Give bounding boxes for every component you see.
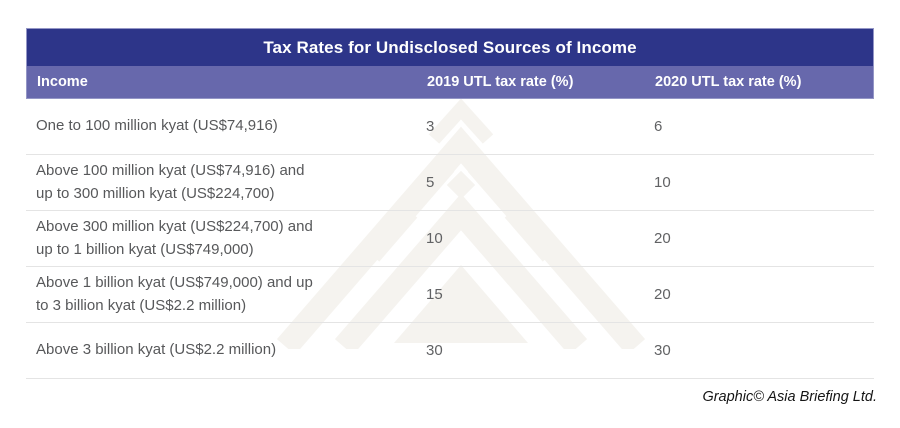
table-row: Above 1 billion kyat (US$749,000) and up… [26, 267, 874, 323]
rate-2019-cell: 5 [426, 174, 435, 191]
rate-2019-cell: 10 [426, 230, 443, 247]
rate-2020-cell: 20 [654, 286, 671, 303]
rate-2020-cell: 30 [654, 342, 671, 359]
table-title: Tax Rates for Undisclosed Sources of Inc… [263, 37, 637, 57]
column-header-row: Income 2019 UTL tax rate (%) 2020 UTL ta… [27, 66, 873, 98]
income-cell: One to 100 million kyat (US$74,916) [36, 117, 278, 135]
table-row: One to 100 million kyat (US$74,916) 3 6 [26, 99, 874, 155]
rate-2020-cell: 6 [654, 118, 663, 135]
table-row: Above 300 million kyat (US$224,700) and … [26, 211, 874, 267]
rate-2019-cell: 15 [426, 286, 443, 303]
income-cell: Above 100 million kyat (US$74,916) and u… [36, 162, 305, 202]
rate-2019-cell: 30 [426, 342, 443, 359]
rate-2019-cell: 3 [426, 118, 435, 135]
income-cell: Above 1 billion kyat (US$749,000) and up… [36, 274, 313, 314]
column-header-income: Income [37, 74, 88, 90]
tax-rates-table: Tax Rates for Undisclosed Sources of Inc… [26, 28, 874, 379]
table-row: Above 3 billion kyat (US$2.2 million) 30… [26, 323, 874, 379]
rate-2020-cell: 20 [654, 230, 671, 247]
rate-2020-cell: 10 [654, 174, 671, 191]
graphic-credit: Graphic© Asia Briefing Ltd. [702, 389, 877, 405]
table-header-block: Tax Rates for Undisclosed Sources of Inc… [26, 28, 874, 99]
column-header-2020-rate: 2020 UTL tax rate (%) [655, 74, 802, 90]
table-row: Above 100 million kyat (US$74,916) and u… [26, 155, 874, 211]
column-header-2019-rate: 2019 UTL tax rate (%) [427, 74, 574, 90]
income-cell: Above 300 million kyat (US$224,700) and … [36, 218, 313, 258]
income-cell: Above 3 billion kyat (US$2.2 million) [36, 341, 277, 359]
table-body: One to 100 million kyat (US$74,916) 3 6 … [26, 99, 874, 379]
table-title-bar: Tax Rates for Undisclosed Sources of Inc… [27, 29, 873, 66]
